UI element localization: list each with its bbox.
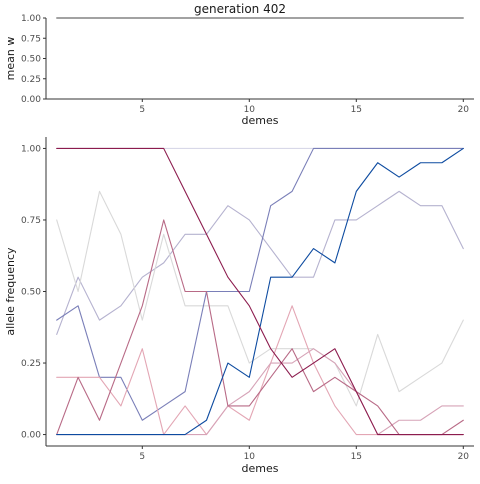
x-tick-label: 10 [244, 452, 256, 462]
x-tick-label: 20 [458, 452, 470, 462]
x-tick-label: 15 [351, 105, 362, 115]
y-tick-label: 0.00 [21, 95, 41, 105]
y-tick-label: 0.50 [21, 55, 41, 65]
x-axis-title: demes [242, 462, 279, 475]
x-tick-label: 5 [139, 105, 145, 115]
x-tick-label: 10 [244, 105, 256, 115]
y-tick-label: 1.00 [21, 14, 41, 24]
y-axis-title: mean w [4, 37, 17, 81]
series-line [56, 190, 464, 407]
y-tick-label: 0.25 [21, 359, 41, 369]
y-tick-label: 0.00 [21, 431, 41, 441]
y-tick-label: 0.50 [21, 288, 41, 298]
series-line [56, 147, 464, 436]
x-tick-label: 5 [139, 452, 145, 462]
series-line [56, 190, 464, 335]
x-tick-label: 15 [351, 452, 362, 462]
y-tick-label: 1.00 [21, 144, 41, 154]
x-axis-title: demes [242, 114, 279, 127]
series-line [56, 147, 464, 421]
series-line [56, 219, 464, 436]
top-panel: 5 10 15 20 0.00 0.25 0.50 0.75 1.00 demes mean w [4, 14, 474, 127]
y-tick-label: 0.25 [21, 75, 41, 85]
chart-title: generation 402 [194, 2, 286, 16]
bottom-panel: 5 10 15 20 0.00 0.25 0.50 0.75 1.00 demes allele f… [4, 137, 474, 475]
y-axis-title: allele frequency [4, 247, 17, 336]
y-tick-label: 0.75 [21, 216, 41, 226]
x-tick-label: 20 [458, 105, 470, 115]
y-tick-label: 0.75 [21, 34, 41, 44]
